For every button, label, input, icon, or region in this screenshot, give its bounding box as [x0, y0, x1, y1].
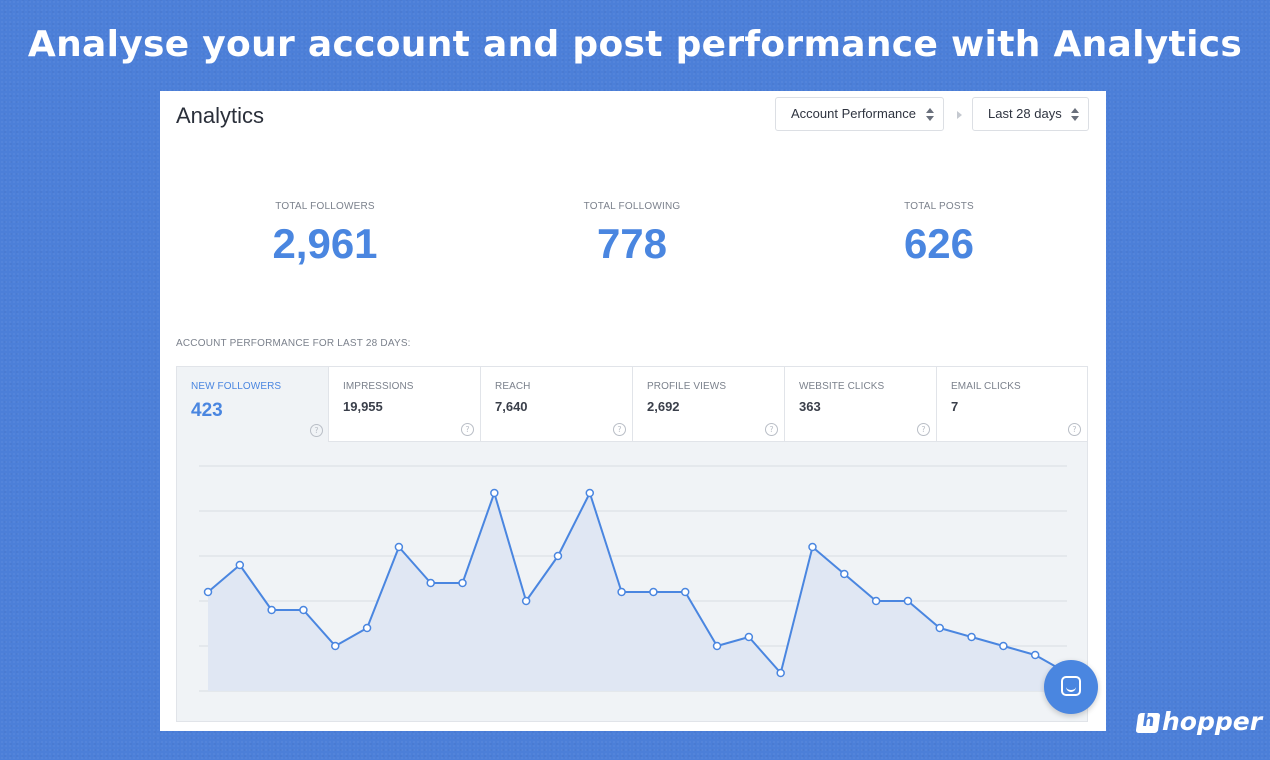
- stat-total-following: TOTAL FOLLOWING 778: [482, 201, 782, 268]
- data-point: [680, 587, 690, 597]
- help-circle-icon[interactable]: ?: [613, 423, 626, 436]
- data-point: [458, 578, 467, 588]
- data-point: [840, 569, 849, 579]
- help-circle-icon[interactable]: ?: [461, 423, 474, 436]
- stat-label: TOTAL FOLLOWERS: [275, 201, 375, 212]
- tab-value: 2,692: [647, 399, 680, 414]
- tab-value: 7,640: [495, 399, 528, 414]
- tab-impressions[interactable]: IMPRESSIONS 19,955 ?: [328, 367, 480, 442]
- tab-value: 363: [799, 399, 821, 414]
- logo-mark: h: [1135, 711, 1161, 733]
- series-line: [207, 492, 1068, 674]
- chat-bubble-icon: [1061, 676, 1081, 696]
- data-point: [267, 605, 276, 615]
- tab-website-clicks[interactable]: WEBSITE CLICKS 363 ?: [784, 367, 936, 442]
- date-range-select[interactable]: Last 28 days: [972, 97, 1089, 131]
- stat-label: TOTAL POSTS: [904, 201, 974, 212]
- tab-value: 423: [191, 400, 223, 421]
- date-range-value: Last 28 days: [988, 106, 1062, 121]
- help-circle-icon[interactable]: ?: [917, 423, 930, 436]
- sort-arrows-icon: [1071, 108, 1079, 121]
- data-point: [331, 641, 340, 651]
- stat-total-posts: TOTAL POSTS 626: [789, 201, 1089, 268]
- stat-label: TOTAL FOLLOWING: [583, 201, 681, 212]
- page-title: Analytics: [176, 103, 265, 128]
- stat-value: 626: [903, 220, 975, 267]
- tab-value: 19,955: [343, 399, 383, 414]
- stat-value: 778: [596, 220, 668, 267]
- data-point: [394, 542, 404, 552]
- data-point: [585, 488, 595, 498]
- tab-email-clicks[interactable]: EMAIL CLICKS 7 ?: [936, 367, 1087, 442]
- stat-total-followers: TOTAL FOLLOWERS 2,961: [175, 201, 475, 268]
- section-label: ACCOUNT PERFORMANCE FOR LAST 28 DAYS:: [176, 338, 411, 349]
- help-circle-icon[interactable]: ?: [1068, 423, 1081, 436]
- tab-reach[interactable]: REACH 7,640 ?: [480, 367, 632, 442]
- chevron-right-icon: [957, 111, 962, 119]
- tab-value: 7: [951, 399, 959, 414]
- data-point: [299, 605, 308, 615]
- tab-label: IMPRESSIONS: [343, 381, 414, 392]
- data-point: [490, 488, 499, 498]
- tab-label: WEBSITE CLICKS: [799, 381, 885, 392]
- tab-label: PROFILE VIEWS: [647, 381, 727, 392]
- chat-button[interactable]: [1044, 660, 1098, 714]
- stat-value: 2,961: [272, 220, 378, 267]
- new-followers-line-chart: [199, 465, 1072, 692]
- tab-profile-views[interactable]: PROFILE VIEWS 2,692 ?: [632, 367, 784, 442]
- help-circle-icon[interactable]: ?: [765, 423, 778, 436]
- sort-arrows-icon: [926, 108, 934, 121]
- data-point: [712, 641, 722, 651]
- data-point: [617, 587, 626, 597]
- data-point: [203, 587, 213, 597]
- analytics-panel: Analytics Account Performance Last 28 da…: [160, 91, 1106, 731]
- data-point: [935, 623, 944, 633]
- data-point: [776, 668, 785, 678]
- data-point: [744, 632, 754, 642]
- report-type-value: Account Performance: [791, 106, 917, 121]
- data-point: [426, 578, 435, 588]
- tab-label: EMAIL CLICKS: [951, 381, 1021, 392]
- data-point: [235, 560, 245, 570]
- help-circle-icon[interactable]: ?: [310, 424, 323, 437]
- data-point: [521, 596, 531, 606]
- data-point: [808, 542, 817, 552]
- tab-label: NEW FOLLOWERS: [191, 381, 282, 392]
- data-point: [649, 587, 658, 597]
- data-point: [999, 641, 1008, 651]
- page-headline: Analyse your account and post performanc…: [27, 24, 1243, 65]
- report-type-select[interactable]: Account Performance: [775, 97, 944, 131]
- data-point: [553, 551, 563, 561]
- data-point: [1030, 650, 1040, 660]
- performance-chart-card: NEW FOLLOWERS 423 ? IMPRESSIONS 19,955 ?…: [176, 366, 1088, 722]
- data-point: [362, 623, 372, 633]
- data-point: [903, 596, 913, 606]
- tab-label: REACH: [495, 381, 531, 392]
- metric-tabs: NEW FOLLOWERS 423 ? IMPRESSIONS 19,955 ?…: [177, 367, 1087, 442]
- data-point: [871, 596, 881, 606]
- logo-text: hopper: [1162, 707, 1263, 736]
- data-point: [967, 632, 976, 642]
- tab-new-followers[interactable]: NEW FOLLOWERS 423 ?: [177, 367, 329, 442]
